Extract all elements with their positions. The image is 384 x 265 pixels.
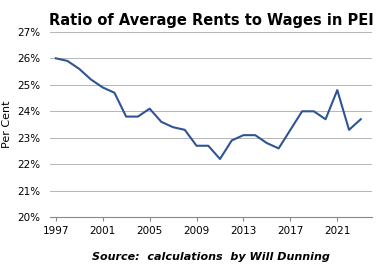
Title: Ratio of Average Rents to Wages in PEI: Ratio of Average Rents to Wages in PEI [49, 13, 374, 28]
Text: Source:  calculations  by Will Dunning: Source: calculations by Will Dunning [92, 252, 330, 262]
Y-axis label: Per Cent: Per Cent [2, 101, 12, 148]
